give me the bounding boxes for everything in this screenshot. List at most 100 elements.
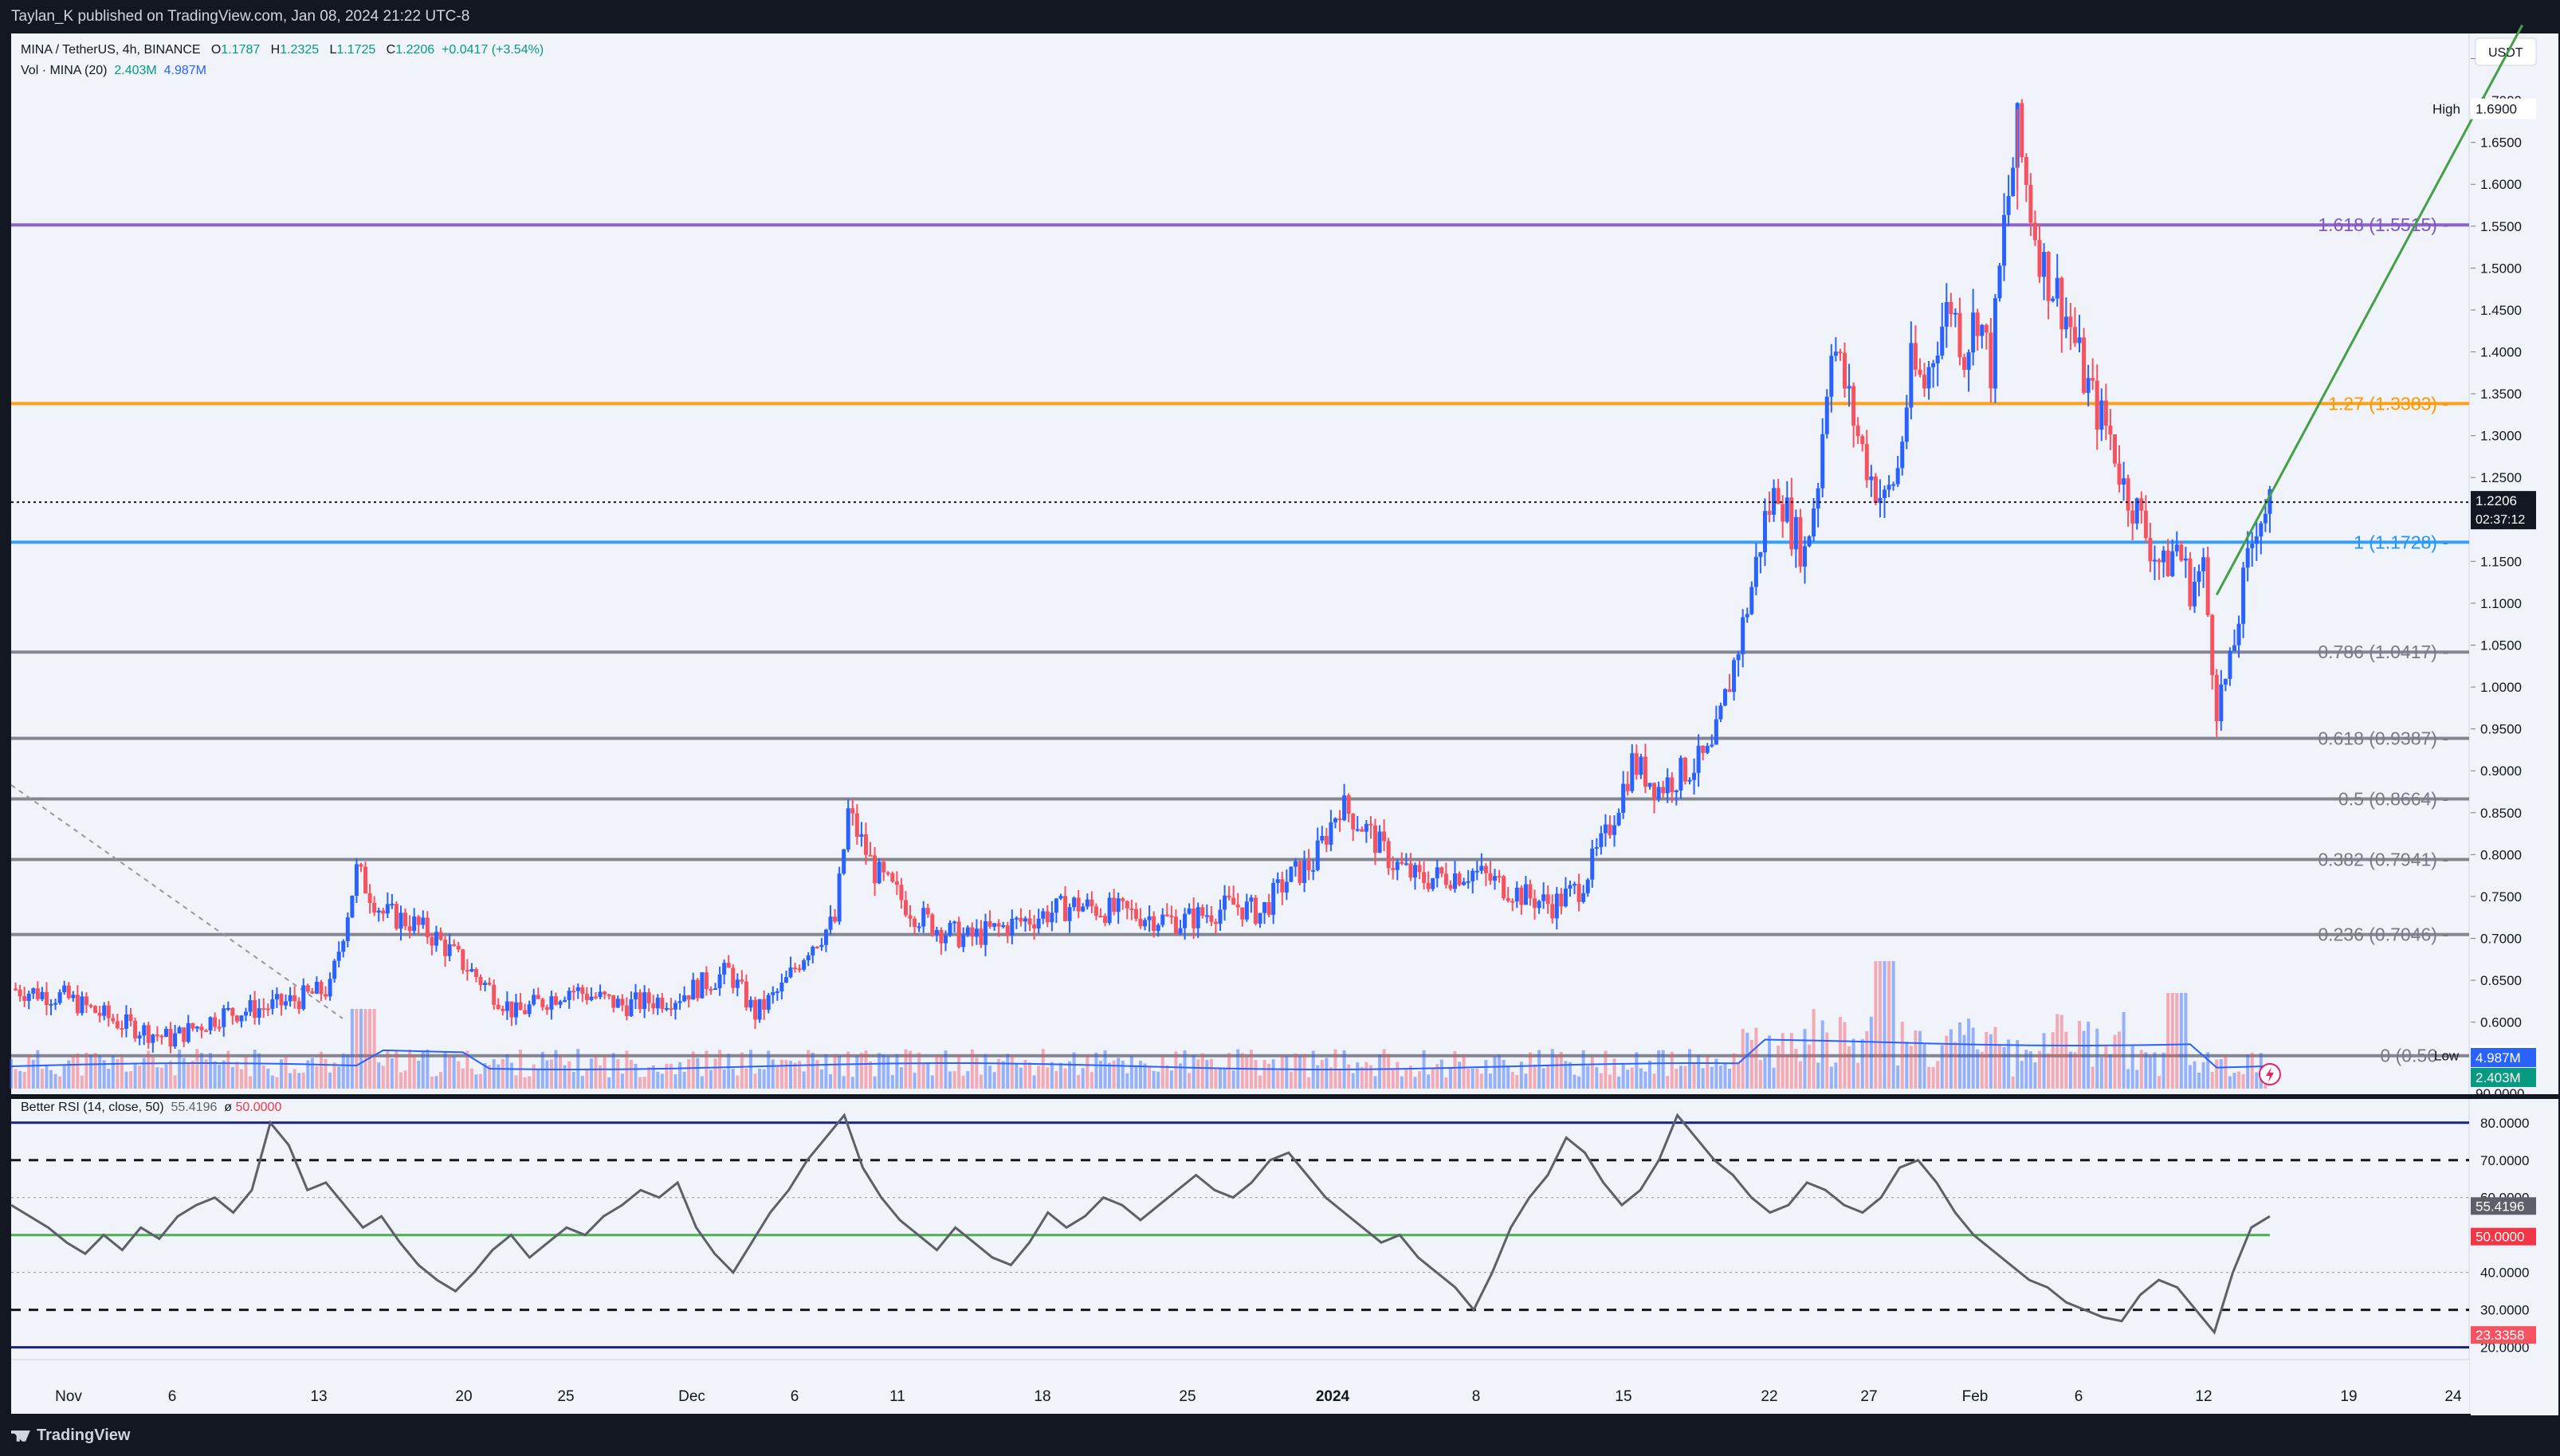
volume-bar: [2179, 993, 2183, 1089]
volume-bar: [1754, 1027, 1758, 1089]
high-value: 1.6900: [2476, 102, 2517, 117]
price-tick-label: 0.7500: [2480, 889, 2522, 905]
candle-body: [438, 932, 443, 940]
candle-body: [1855, 426, 1860, 437]
volume-bar: [1737, 1062, 1741, 1089]
tradingview-logo[interactable]: TradingView: [11, 1427, 130, 1445]
candle-body: [2263, 513, 2267, 524]
volume-bar: [957, 1054, 961, 1089]
volume-bar: [1192, 1054, 1196, 1089]
volume-bar: [1413, 1077, 1417, 1089]
volume-label[interactable]: Vol · MINA (20): [21, 64, 108, 77]
rsi-label[interactable]: Better RSI (14, close, 50): [21, 1101, 164, 1114]
currency-button[interactable]: [2475, 37, 2537, 66]
candle-body: [1223, 895, 1227, 910]
volume-bar: [497, 1064, 501, 1089]
candle-body: [1776, 488, 1781, 504]
candle-body: [925, 908, 930, 915]
candle-body: [1311, 869, 1316, 872]
price-tick-label: 1.1500: [2480, 554, 2522, 569]
volume-bar: [14, 1069, 18, 1089]
candle-body: [270, 999, 275, 1009]
volume-bar: [2113, 1034, 2117, 1089]
volume-bar: [1745, 1032, 1749, 1089]
volume-bar: [483, 1062, 487, 1089]
candle-body: [2082, 337, 2087, 393]
volume-bar: [45, 1064, 49, 1089]
volume-bar: [700, 1076, 704, 1089]
candle-body: [1634, 753, 1639, 775]
volume-bar: [1240, 1053, 1244, 1089]
volume-bar: [881, 1054, 885, 1089]
volume-bar: [762, 1069, 766, 1089]
volume-bar: [474, 1074, 478, 1089]
volume-bar: [997, 1058, 1001, 1089]
candle-body: [2072, 327, 2077, 343]
footer-brand: TradingView: [37, 1427, 131, 1444]
volume-bar: [2068, 1051, 2072, 1089]
candle-body: [1382, 831, 1387, 842]
volume-bar: [249, 1076, 253, 1089]
candle-body: [598, 991, 603, 998]
candle-body: [1506, 898, 1510, 901]
candle-body: [133, 1020, 138, 1039]
candle-body: [1824, 396, 1829, 434]
volume-bar: [1900, 1022, 1904, 1089]
candle-body: [1931, 363, 1936, 367]
volume-bar: [159, 1067, 163, 1089]
volume-bar: [1294, 1053, 1298, 1089]
volume-bar: [1825, 1032, 1829, 1089]
volume-bar: [713, 1058, 717, 1089]
candle-body: [1696, 745, 1701, 773]
symbol-name[interactable]: MINA / TetherUS, 4h, BINANCE: [21, 43, 201, 57]
volume-bar: [1458, 1062, 1462, 1089]
volume-bar: [1262, 1060, 1266, 1089]
candle-body: [1483, 865, 1488, 873]
volume-bar: [890, 1074, 894, 1089]
rsi-line[interactable]: [10, 1113, 2271, 1335]
candle-body: [1293, 861, 1298, 867]
candle-body: [540, 999, 545, 1007]
volume-bar: [2020, 1061, 2024, 1089]
volume-bar: [1063, 1068, 1067, 1089]
candle-body: [284, 1001, 289, 1006]
candle-body: [1085, 899, 1090, 907]
candle-body: [2086, 378, 2091, 393]
candle-body: [1665, 777, 1670, 794]
volume-bar: [2122, 1011, 2126, 1089]
volume-bar: [1847, 1046, 1851, 1089]
candle-body: [399, 912, 403, 929]
volume-bar: [1630, 1067, 1634, 1089]
volume-bar: [1789, 1033, 1793, 1089]
volume-bar: [638, 1077, 642, 1089]
volume-tick-label: 90.0000: [2476, 1086, 2524, 1101]
volume-bar: [18, 1070, 22, 1089]
dashed-trendline[interactable]: [10, 784, 344, 1019]
candle-body: [1537, 901, 1541, 909]
candle-body: [1412, 865, 1417, 878]
candle-body: [1431, 877, 1435, 889]
volume-bar: [1408, 1066, 1412, 1089]
volume-bar: [850, 1077, 854, 1089]
volume-bar: [878, 1053, 881, 1089]
candle-body: [2254, 536, 2259, 544]
volume-bar: [1595, 1067, 1599, 1089]
candle-body: [1192, 908, 1196, 928]
candle-body: [1138, 918, 1143, 927]
candle-body: [80, 996, 84, 1014]
volume-bar: [1090, 1072, 1093, 1089]
candle-body: [106, 1005, 111, 1018]
volume-bar: [142, 1058, 146, 1089]
candle-body: [2046, 252, 2051, 301]
last-price-badge: [2471, 491, 2536, 530]
candle-body: [589, 996, 594, 1000]
volume-bar: [917, 1052, 921, 1089]
candle-body: [1718, 705, 1723, 720]
volume-bar: [647, 1066, 651, 1089]
candle-body: [1590, 848, 1595, 880]
volume-bar: [270, 1075, 274, 1089]
volume-bar: [1706, 1055, 1710, 1089]
volume-bar: [1718, 1066, 1722, 1089]
green-trend-line[interactable]: [2215, 24, 2524, 596]
